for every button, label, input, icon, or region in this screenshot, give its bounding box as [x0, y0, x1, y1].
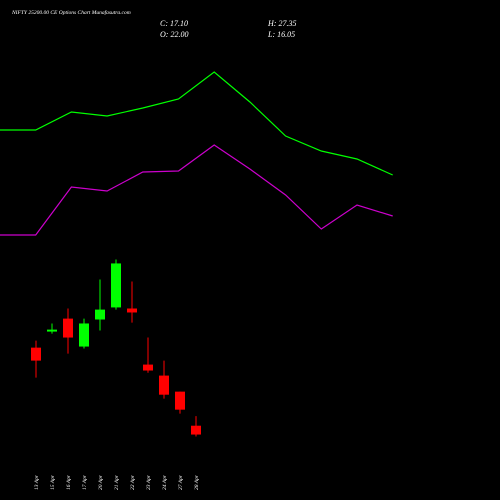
candle-body	[31, 347, 41, 361]
candle-body	[191, 425, 201, 435]
x-tick-label: 20 Apr	[98, 474, 104, 490]
indicator-line	[0, 71, 393, 176]
x-tick-label: 16 Apr	[66, 474, 72, 490]
x-tick-label: 17 Apr	[82, 474, 88, 490]
x-tick-label: 24 Apr	[161, 474, 168, 490]
x-tick-label: 15 Apr	[50, 474, 56, 490]
x-tick-label: 22 Apr	[130, 474, 136, 490]
chart-title: NIFTY 25200.00 CE Options Chart Munafasu…	[11, 9, 131, 16]
x-tick-label: 13 Apr	[34, 474, 40, 490]
ohlc-label: O: 22.00	[160, 30, 188, 39]
candle-body	[79, 323, 89, 347]
candle-body	[63, 318, 73, 338]
x-tick-label: 27 Apr	[178, 474, 184, 490]
candle-body	[47, 329, 57, 332]
ohlc-label: C: 17.10	[160, 19, 188, 28]
candle-body	[95, 309, 105, 320]
indicator-line	[0, 144, 393, 236]
candle-body	[111, 263, 121, 308]
ohlc-label: H: 27.35	[267, 19, 296, 28]
x-tick-label: 28 Apr	[194, 474, 200, 490]
candle-body	[175, 391, 185, 410]
candle-body	[159, 375, 169, 395]
candle-body	[127, 308, 137, 313]
candle-body	[143, 364, 153, 371]
x-tick-label: 23 Apr	[146, 474, 152, 490]
x-tick-label: 21 Apr	[114, 474, 120, 490]
ohlc-label: L: 16.05	[267, 30, 295, 39]
